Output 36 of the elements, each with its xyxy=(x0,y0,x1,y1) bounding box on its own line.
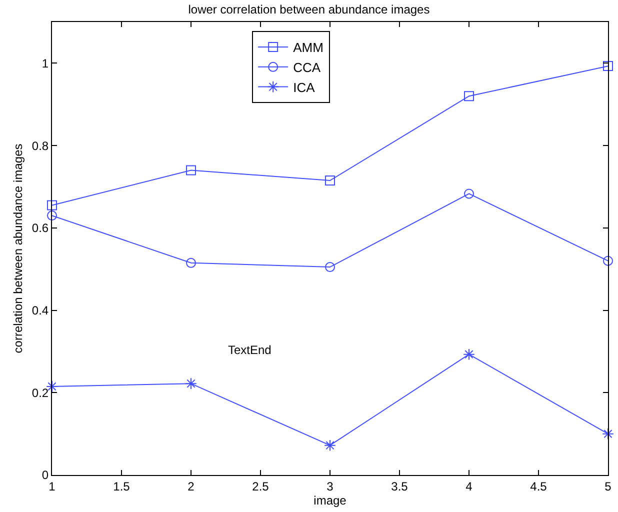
legend-label: CCA xyxy=(293,60,321,75)
y-tick-label: 0.4 xyxy=(32,303,49,318)
point xyxy=(464,188,474,199)
x-tick-label: 5 xyxy=(604,479,612,494)
legend-label: ICA xyxy=(293,80,316,95)
y-tick-label: 0.6 xyxy=(32,221,49,236)
y-tick-label: 0 xyxy=(42,468,49,482)
x-tick-label: 1.5 xyxy=(113,479,130,494)
x-axis-title: image xyxy=(314,493,347,508)
point xyxy=(46,380,58,392)
point xyxy=(603,256,613,266)
point xyxy=(47,210,57,221)
point xyxy=(185,378,197,390)
y-tick-label: 1 xyxy=(42,56,49,70)
x-tick-label: 4 xyxy=(466,479,473,494)
point xyxy=(464,91,474,102)
point xyxy=(324,439,336,452)
point xyxy=(186,258,196,268)
point xyxy=(186,165,196,176)
point xyxy=(47,200,57,210)
y-tick-label: 0.2 xyxy=(32,386,49,400)
y-axis-title: correlation between abundance images xyxy=(11,144,26,354)
point xyxy=(325,262,335,272)
point xyxy=(602,428,614,440)
x-tick-label: 2 xyxy=(188,479,195,494)
point xyxy=(603,61,613,72)
x-tick-label: 3.5 xyxy=(391,479,408,494)
x-tick-label: 3 xyxy=(326,479,334,494)
y-tick-label: 0.8 xyxy=(32,138,49,153)
chart-title: lower correlation between abundance images xyxy=(188,2,430,17)
point xyxy=(463,348,475,360)
legend-label: AMM xyxy=(293,40,324,56)
annotation: TextEnd xyxy=(228,343,272,357)
point xyxy=(325,176,335,186)
x-tick-label: 2.5 xyxy=(252,479,270,494)
x-tick-label: 4.5 xyxy=(530,479,548,494)
